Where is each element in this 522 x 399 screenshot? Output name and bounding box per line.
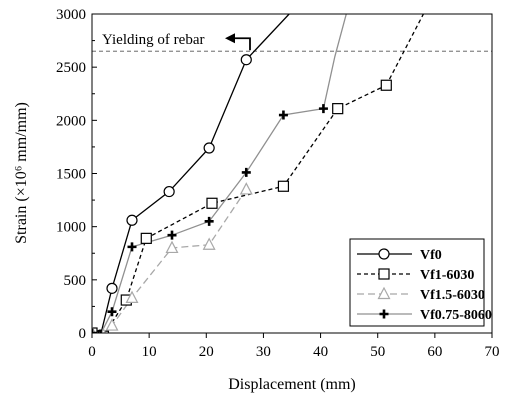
data-point — [96, 329, 106, 333]
data-point — [107, 307, 117, 317]
legend-label: Vf1.5-6030 — [420, 288, 485, 303]
data-point — [240, 54, 252, 66]
data-point — [125, 290, 139, 304]
series-trail-line — [322, 14, 347, 109]
series-line — [92, 84, 387, 333]
data-point — [100, 327, 107, 333]
x-tick-label: 40 — [313, 344, 328, 360]
legend: Vf0 Vf1-6030 Vf1.5-6030 Vf0.75-8060 — [349, 238, 492, 327]
y-tick-labels: 0 500 1000 1500 2000 2500 3000 — [56, 7, 86, 342]
y-tick-label: 1500 — [56, 167, 86, 183]
data-point — [277, 180, 290, 192]
data-point — [380, 79, 392, 91]
y-tick-label: 500 — [64, 273, 87, 289]
data-point — [127, 242, 137, 252]
data-point — [106, 282, 118, 294]
legend-marker — [378, 268, 390, 280]
plot-frame — [91, 13, 493, 334]
data-point — [203, 142, 215, 154]
y-tick-label: 3000 — [56, 7, 86, 23]
y-tick-label: 2500 — [56, 60, 86, 76]
legend-label: Vf0.75-8060 — [420, 308, 492, 323]
legend-marker — [379, 309, 389, 319]
data-point — [318, 104, 328, 114]
data-point — [206, 197, 218, 209]
legend-marker — [377, 286, 391, 300]
legend-label: Vf1-6030 — [420, 268, 474, 283]
data-point — [163, 185, 175, 198]
data-point — [165, 240, 179, 254]
data-point — [126, 214, 138, 226]
data-point — [140, 232, 152, 244]
data-point — [204, 216, 214, 226]
series-trail-line — [385, 14, 425, 86]
data-point — [167, 230, 177, 240]
data-point — [202, 237, 216, 250]
data-point — [278, 110, 288, 120]
series-markers — [92, 54, 392, 333]
x-tick-label: 60 — [427, 344, 442, 360]
yield-reference-arrowhead-icon — [225, 33, 235, 44]
data-point — [332, 103, 344, 115]
y-tick-label: 2000 — [56, 113, 86, 129]
series-line — [92, 59, 247, 333]
yield-reference-label: Yielding of rebar — [102, 32, 204, 48]
x-tick-label: 30 — [256, 344, 271, 360]
x-tick-label: 70 — [485, 344, 500, 360]
yield-reference-arrow-icon — [233, 37, 251, 51]
legend-label: Vf0 — [420, 248, 442, 263]
y-tick-label: 0 — [79, 326, 87, 342]
x-axis-label: Displacement (mm) — [228, 376, 356, 393]
x-tick-label: 50 — [370, 344, 385, 360]
x-tick-label: 10 — [142, 344, 157, 360]
data-point — [241, 167, 251, 177]
series-trail-line — [245, 14, 290, 61]
y-tick-label: 1000 — [56, 220, 86, 236]
y-axis-label: Strain (×10⁶ mm/mm) — [13, 102, 30, 244]
legend-marker — [378, 248, 390, 260]
x-tick-label: 20 — [199, 344, 214, 360]
x-tick-label: 0 — [88, 344, 96, 360]
series-line — [92, 189, 247, 333]
data-point — [239, 182, 253, 195]
yield-reference: Yielding of rebar — [92, 32, 492, 52]
x-tick-labels: 0 10 20 30 40 50 60 70 — [88, 344, 499, 360]
data-point — [105, 318, 119, 331]
